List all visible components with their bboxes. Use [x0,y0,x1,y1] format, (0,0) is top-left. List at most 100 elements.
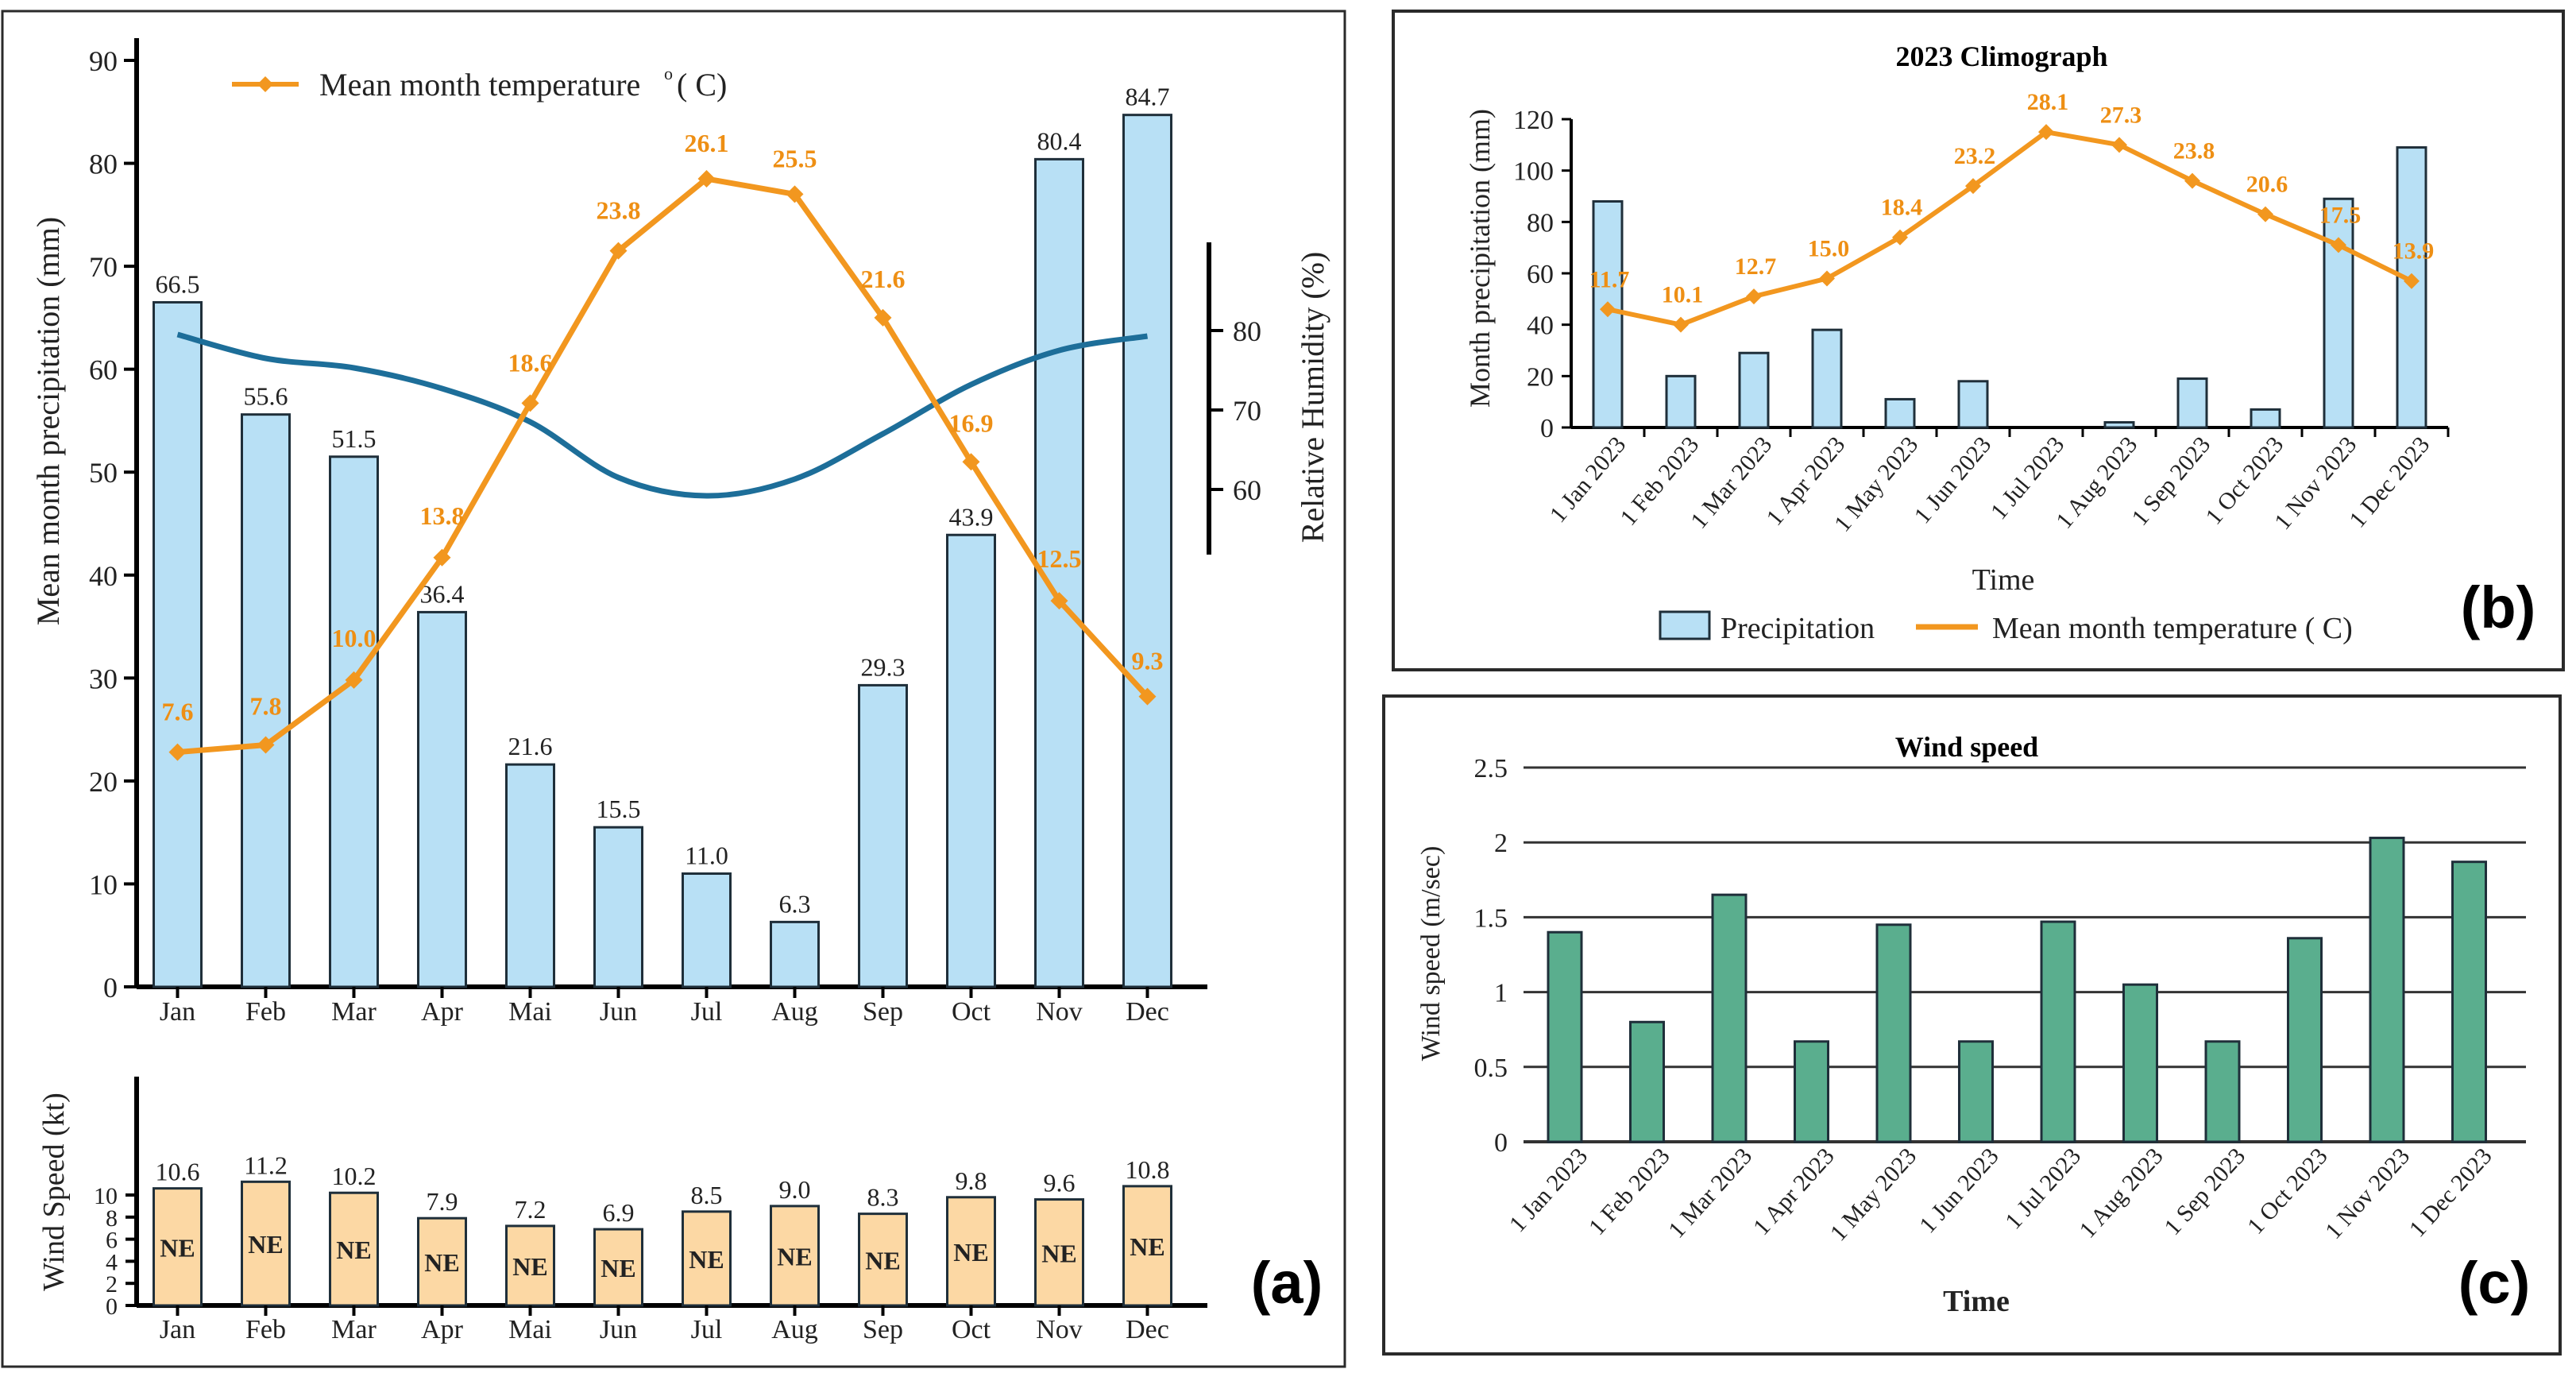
y-tick-label: 10 [89,868,118,900]
temperature-label: 12.5 [1037,544,1082,573]
wind-value-label: 9.0 [779,1175,811,1204]
wind-y-tick-label: 0 [106,1294,118,1320]
panel-a-x-ticks: Jan Feb Mar Apr Mai Jun Jul Aug Sep Oct Nov Dec [160,987,1169,1027]
b-temperature-label: 23.2 [1954,143,1996,169]
b-precip-bar [1738,351,1770,429]
legend-temp-degree: o [664,64,673,83]
c-x-tick-label: 1 Jul 2023 [2000,1143,2086,1235]
wind-bar [593,1228,643,1307]
c-x-tick-label: 1 Sep 2023 [2159,1143,2250,1240]
b-precip-bar [2176,377,2208,429]
c-wind-bar [2204,1040,2241,1143]
precip-bar-label: 51.5 [332,424,377,453]
legend-precip-label: Precipitation [1721,612,1875,645]
y-tick-label: 40 [89,560,118,592]
temperature-marker [786,185,804,203]
panel-a-temperature-labels: 7.6 7.8 10.0 13.8 18.6 23.8 26.1 25.5 21.6 16.9 12… [162,129,1164,726]
wind-a-x-ticks: Jan Feb Mar Apr Mai Jun Jul Aug Sep Oct Nov Dec [160,1305,1169,1344]
b-temperature-label: 13.9 [2393,238,2435,265]
b-y-tick-label: 80 [1527,208,1554,238]
b-precip-bar [2103,421,2135,429]
wind-value-label: 10.2 [332,1162,377,1190]
panel-b: 2023 Climograph 0 20 40 60 80 100 120 11.7 10.1… [1392,10,2565,671]
x-tick-label: Jan [160,997,195,1027]
precip-bar-label: 43.9 [949,502,994,531]
wind-x-tick-label: Feb [245,1315,286,1344]
wind-x-tick-label: Dec [1126,1315,1169,1344]
panel-b-title: 2023 Climograph [1895,41,2107,72]
wind-bar [241,1180,291,1307]
c-wind-bar [2040,920,2076,1143]
wind-direction-label: NE [689,1245,724,1274]
b-temperature-label: 17.5 [2319,202,2362,228]
wind-bar [770,1205,820,1307]
wind-direction-label: NE [1041,1239,1076,1267]
b-y-tick-label: 60 [1527,260,1554,289]
panel-a-y2label: Relative Humidity (%) [1295,252,1330,543]
temperature-marker [168,743,187,761]
panel-c-y-ticks: 0 0.5 1 1.5 2 2.5 [1474,754,1508,1158]
precip-bar [593,826,643,988]
precip-bar [505,763,555,988]
b-temperature-label: 27.3 [2100,102,2142,128]
panel-b-temperature-series [1600,124,2420,333]
temperature-marker [697,169,716,188]
wind-bar [682,1210,732,1307]
c-x-tick-label: 1 Aug 2023 [2074,1143,2168,1243]
wind-y-tick-label: 10 [94,1183,118,1209]
y-tick-label: 30 [89,663,118,694]
c-y-tick-label: 1.5 [1474,903,1508,933]
wind-bar [1122,1185,1172,1307]
c-wind-bar [2122,983,2158,1143]
c-x-tick-label: 1 Jan 2023 [1504,1143,1593,1238]
wind-value-label: 8.3 [867,1183,899,1212]
c-x-tick-label: 1 Jun 2023 [1914,1143,2004,1239]
wind-bar [505,1224,555,1307]
wind-y-tick-label: 2 [106,1271,118,1298]
b-temperature-label: 28.1 [2027,89,2069,115]
b-temperature-marker [2404,273,2420,289]
c-wind-bar [1547,930,1583,1143]
temperature-label: 10.0 [332,624,377,652]
y-tick-label: 90 [89,45,118,77]
c-wind-bar [1629,1020,1665,1143]
precip-bar [1034,157,1084,988]
precip-bar-label: 66.5 [156,269,200,298]
b-y-tick-label: 120 [1513,106,1554,135]
b-temperature-marker [2257,206,2273,222]
panel-b-label: (b) [2461,574,2536,640]
panel-a-y2-ticks: 60 70 80 [1209,315,1261,506]
b-temperature-label: 10.1 [1662,282,1704,308]
x-tick-label: Nov [1036,997,1083,1027]
precip-bar [770,920,820,988]
temperature-label: 21.6 [861,265,906,293]
temperature-label: 23.8 [597,196,641,225]
y-tick-label: 0 [103,972,118,1004]
temperature-marker [609,242,628,260]
y-tick-label: 50 [89,457,118,489]
wind-x-tick-label: Jul [691,1315,723,1344]
c-y-tick-label: 0 [1494,1128,1508,1158]
c-wind-bar [1711,893,1748,1143]
legend-precip-swatch [1659,610,1711,640]
panel-c-bars [1547,837,2487,1143]
panel-c-xlabel: Time [1943,1285,2010,1318]
wind-a-direction-labels: NE NE NE NE NE NE NE NE NE NE NE NE [160,1230,1164,1282]
c-wind-bar [2287,937,2323,1143]
b-temperature-line [1607,129,2413,327]
panel-a-temperature-series [168,169,1157,761]
wind-direction-label: NE [865,1246,900,1274]
b-y-tick-label: 100 [1513,157,1554,187]
wind-y-tick-label: 6 [106,1228,118,1254]
precip-bar [329,455,379,988]
wind-direction-label: NE [160,1233,195,1262]
wind-x-tick-label: Mar [331,1315,377,1344]
precip-bar-label: 29.3 [861,652,906,681]
panel-a-y-ticks: 0 10 20 30 40 50 60 70 80 90 [89,45,137,1004]
precip-bar-label: 84.7 [1126,83,1170,111]
wind-direction-label: NE [953,1238,988,1267]
c-y-tick-label: 0.5 [1474,1054,1508,1083]
b-precip-bar [1884,397,1916,429]
